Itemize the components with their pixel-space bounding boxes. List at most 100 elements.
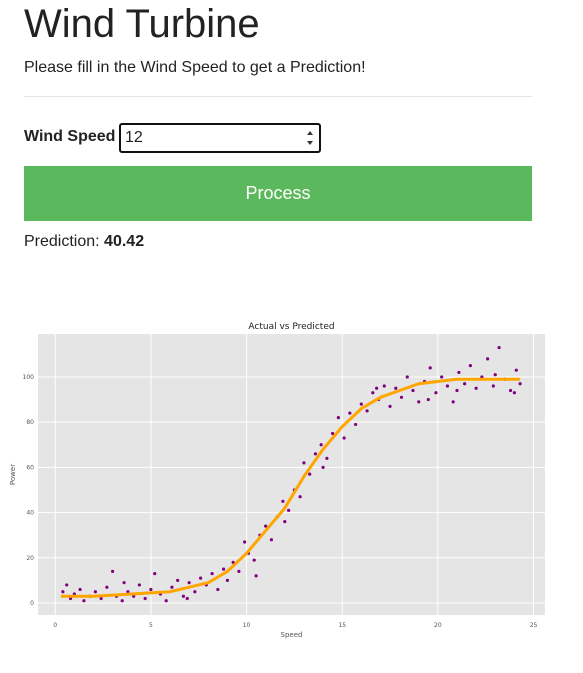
data-point — [111, 569, 115, 573]
y-tick-label: 20 — [26, 555, 34, 562]
data-point — [313, 452, 318, 456]
data-point — [105, 585, 109, 589]
data-point — [486, 357, 490, 361]
x-tick-label: 15 — [338, 622, 346, 629]
data-point — [252, 558, 256, 562]
data-point — [514, 368, 518, 372]
data-point — [440, 375, 444, 379]
y-tick-label: 40 — [26, 510, 34, 517]
data-point — [451, 400, 455, 404]
prediction-value: 40.42 — [104, 233, 145, 250]
data-point — [518, 382, 522, 386]
data-point — [426, 397, 430, 402]
data-point — [463, 382, 467, 386]
data-point — [428, 366, 432, 370]
data-point — [298, 495, 302, 499]
divider — [24, 96, 532, 97]
data-point — [199, 576, 203, 580]
prediction: Prediction: 40.42 — [24, 233, 144, 251]
data-point — [237, 569, 241, 573]
input-value: 12 — [125, 129, 143, 146]
data-point — [457, 370, 461, 375]
data-point — [512, 391, 516, 395]
data-point — [336, 416, 340, 420]
data-point — [445, 384, 450, 388]
x-axis-label: Speed — [281, 631, 303, 639]
data-point — [331, 431, 335, 436]
data-point — [132, 594, 136, 598]
y-tick-label: 0 — [30, 600, 34, 607]
spinner[interactable] — [305, 128, 315, 148]
data-point — [342, 436, 346, 440]
data-point — [371, 391, 375, 395]
fit-line — [60, 377, 521, 598]
data-point — [269, 538, 274, 542]
y-tick-label: 100 — [23, 374, 35, 381]
data-point — [493, 373, 497, 377]
x-tick-label: 20 — [434, 622, 442, 629]
data-point — [382, 384, 386, 388]
data-point — [216, 587, 220, 592]
prediction-label: Prediction: — [24, 233, 100, 250]
data-point — [491, 384, 495, 388]
data-point — [143, 596, 147, 601]
data-point — [399, 395, 404, 399]
data-point — [411, 388, 415, 393]
data-point — [221, 567, 226, 571]
data-point — [99, 596, 103, 601]
x-tick-label: 10 — [243, 622, 251, 629]
title: Wind Turbine — [24, 2, 260, 46]
data-point — [353, 422, 358, 427]
data-point — [321, 465, 325, 469]
data-point — [78, 587, 82, 592]
speed-input[interactable]: 12 — [119, 123, 321, 153]
data-point — [434, 391, 438, 395]
x-tick-label: 5 — [149, 622, 153, 629]
data-point — [122, 581, 126, 585]
data-point — [348, 411, 352, 415]
data-point — [137, 583, 141, 587]
data-point — [61, 590, 65, 594]
process-button[interactable]: Process — [24, 166, 532, 221]
y-tick-label: 60 — [26, 464, 34, 471]
data-point — [375, 386, 379, 390]
data-point — [264, 524, 268, 528]
data-point — [319, 443, 323, 447]
data-point — [82, 599, 86, 603]
data-point — [283, 520, 287, 524]
data-point — [302, 461, 306, 465]
data-point — [497, 345, 501, 350]
data-point — [394, 386, 398, 390]
data-point — [308, 472, 312, 476]
x-tick-label: 25 — [530, 622, 538, 629]
data-point — [225, 578, 230, 583]
data-point — [281, 499, 285, 503]
data-point — [359, 402, 363, 406]
subtitle: Please fill in the Wind Speed to get a P… — [24, 59, 366, 76]
y-tick-label: 80 — [26, 419, 34, 426]
data-point — [405, 375, 409, 379]
x-tick-label: 0 — [53, 622, 57, 629]
data-point — [210, 572, 214, 576]
data-point — [508, 388, 513, 393]
data-point — [181, 594, 186, 598]
data-point — [153, 572, 157, 576]
field-label: Wind Speed — [24, 128, 116, 145]
data-point — [65, 583, 69, 587]
data-point — [325, 456, 329, 460]
data-point — [287, 508, 291, 512]
data-point — [187, 581, 191, 585]
data-point — [126, 590, 130, 594]
data-point — [254, 574, 258, 578]
data-point — [468, 364, 472, 368]
data-point — [93, 590, 97, 594]
data-point — [243, 540, 247, 544]
data-point — [149, 587, 153, 592]
data-point — [193, 590, 197, 594]
data-point — [185, 596, 189, 601]
data-point — [170, 585, 174, 589]
chart-title: Actual vs Predicted — [248, 322, 334, 332]
data-point — [365, 409, 369, 413]
data-point — [417, 400, 421, 404]
